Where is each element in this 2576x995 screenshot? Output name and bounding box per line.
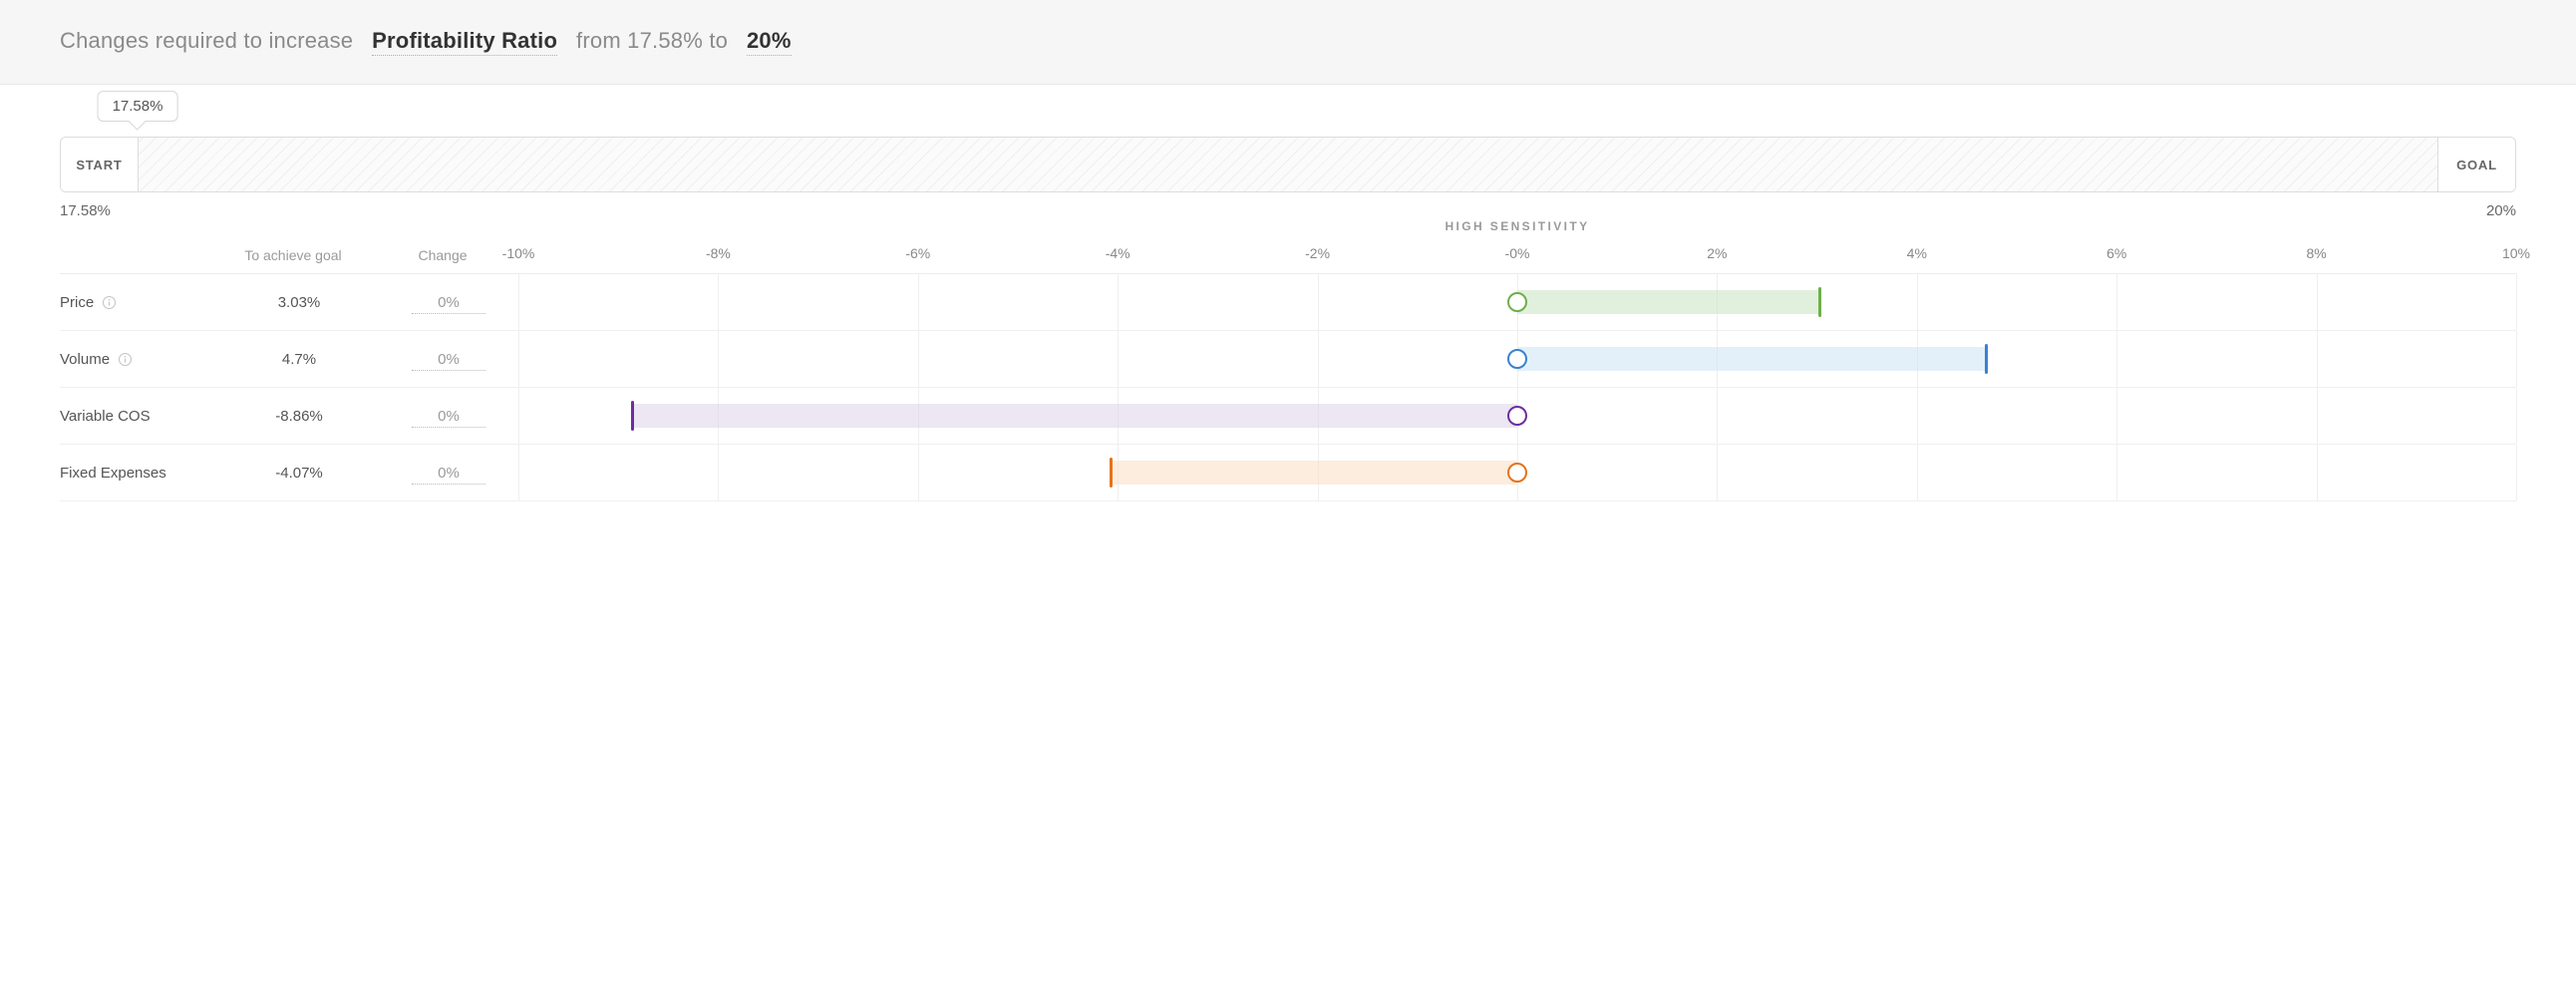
sensitivity-bar-cell [518,445,2516,500]
bar-handle[interactable] [1507,463,1527,483]
driver-label: Variable COS [60,408,151,425]
driver-label: Fixed Expenses [60,465,166,482]
axis-tick-label: 10% [2502,245,2530,261]
col-change-header: Change [379,247,518,263]
achieve-value: -8.86% [219,408,379,425]
axis-tick-label: -8% [706,245,731,261]
bar-handle[interactable] [1507,349,1527,369]
axis-tick-label: -6% [905,245,930,261]
change-input[interactable]: 0% [412,408,485,428]
col-achieve-header: To achieve goal [219,247,379,263]
info-icon[interactable] [118,352,133,367]
progress-start-cap: START [61,138,139,191]
info-icon[interactable] [102,295,117,310]
driver-name: Price [60,294,219,311]
sensitivity-bar [1111,461,1517,485]
progress-bubble: 17.58% [98,91,178,122]
sensitivity-bar-cell [518,331,2516,387]
sensitivity-section: To achieve goal Change HIGH SENSITIVITY … [60,245,2516,501]
sensitivity-rows: Price 3.03% 0% Volume 4.7% 0% Variable COS -8… [60,274,2516,501]
axis-tick-label: 6% [2106,245,2126,261]
progress-track[interactable] [139,138,2437,191]
sensitivity-bar [632,404,1517,428]
axis-tick-label: 8% [2306,245,2326,261]
sensitivity-row: Price 3.03% 0% [60,274,2516,331]
summary-to-word: to [709,28,728,53]
sensitivity-header-row: To achieve goal Change HIGH SENSITIVITY … [60,245,2516,274]
bar-endcap [1985,344,1988,374]
change-input[interactable]: 0% [412,294,485,314]
bar-handle[interactable] [1507,406,1527,426]
sensitivity-row: Fixed Expenses -4.07% 0% [60,445,2516,501]
driver-label: Price [60,294,94,311]
progress-scale-start: 17.58% [60,202,111,219]
achieve-value: 4.7% [219,351,379,368]
info-icon[interactable] [118,352,133,367]
axis-tick-label: 4% [1907,245,1927,261]
sensitivity-title: HIGH SENSITIVITY [518,219,2516,233]
info-icon[interactable] [102,295,117,310]
sensitivity-row: Variable COS -8.86% 0% [60,388,2516,445]
sensitivity-bar-cell [518,388,2516,444]
progress-strip: 17.58% START GOAL 17.58% 20% [60,137,2516,219]
bar-endcap [1110,458,1113,488]
summary-prefix: Changes required to increase [60,28,353,53]
driver-name: Variable COS [60,408,219,425]
bar-endcap [1818,287,1821,317]
sensitivity-bar [1517,290,1820,314]
sensitivity-bar [1517,347,1987,371]
summary-from-word: from [576,28,621,53]
progress-bar[interactable]: START GOAL [60,137,2516,192]
achieve-value: -4.07% [219,465,379,482]
axis-tick-label: -0% [1505,245,1530,261]
driver-name: Fixed Expenses [60,465,219,482]
driver-label: Volume [60,351,110,368]
bar-endcap [631,401,634,431]
axis-ticks: -10%-8%-6%-4%-2%-0%2%4%6%8%10% [518,245,2516,265]
sensitivity-bar-cell [518,274,2516,330]
bar-handle[interactable] [1507,292,1527,312]
axis-tick-label: -10% [502,245,535,261]
axis-tick-label: -2% [1305,245,1330,261]
summary-header: Changes required to increase Profitabili… [0,0,2576,85]
axis-tick-label: -4% [1106,245,1130,261]
driver-name: Volume [60,351,219,368]
axis-tick-label: 2% [1707,245,1727,261]
summary-from-value: 17.58% [627,28,703,53]
sensitivity-row: Volume 4.7% 0% [60,331,2516,388]
progress-goal-cap: GOAL [2437,138,2515,191]
goal-value[interactable]: 20% [747,28,792,56]
metric-name[interactable]: Profitability Ratio [372,28,557,56]
progress-scale-end: 20% [2486,202,2516,219]
change-input[interactable]: 0% [412,465,485,485]
achieve-value: 3.03% [219,294,379,311]
change-input[interactable]: 0% [412,351,485,371]
